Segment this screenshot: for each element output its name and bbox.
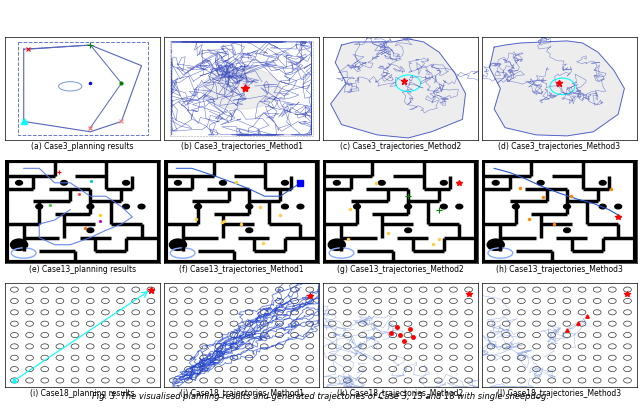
Text: Fig. 3: The visualised planning results and generated trajectories of Case 3, 13: Fig. 3: The visualised planning results …: [92, 392, 548, 401]
Circle shape: [282, 204, 289, 209]
Circle shape: [440, 181, 447, 185]
Circle shape: [333, 181, 340, 185]
Circle shape: [513, 204, 519, 209]
Circle shape: [564, 228, 570, 232]
Circle shape: [123, 181, 129, 185]
Circle shape: [87, 204, 94, 209]
Text: (d) Case3_trajectories_Method3: (d) Case3_trajectories_Method3: [498, 142, 620, 151]
Text: (g) Case13_trajectories_Method2: (g) Case13_trajectories_Method2: [337, 265, 464, 275]
Circle shape: [15, 181, 22, 185]
Circle shape: [297, 204, 304, 209]
Polygon shape: [490, 41, 625, 136]
Circle shape: [138, 204, 145, 209]
Circle shape: [492, 181, 499, 185]
Circle shape: [220, 181, 227, 185]
Text: (f) Case13_trajectories_Method1: (f) Case13_trajectories_Method1: [179, 265, 304, 275]
Text: (h) Case13_trajectories_Method3: (h) Case13_trajectories_Method3: [496, 265, 623, 275]
Circle shape: [456, 204, 463, 209]
Circle shape: [353, 204, 360, 209]
Circle shape: [246, 228, 253, 232]
Circle shape: [378, 181, 385, 185]
Circle shape: [195, 204, 202, 209]
Circle shape: [282, 181, 289, 185]
Circle shape: [404, 228, 412, 232]
Circle shape: [615, 204, 621, 209]
Circle shape: [246, 204, 253, 209]
Circle shape: [599, 181, 606, 185]
Circle shape: [61, 181, 67, 185]
Circle shape: [599, 204, 606, 209]
Text: (b) Case3_trajectories_Method1: (b) Case3_trajectories_Method1: [180, 142, 303, 151]
Circle shape: [564, 204, 570, 209]
Circle shape: [170, 239, 186, 250]
Text: (a) Case3_planning results: (a) Case3_planning results: [31, 142, 134, 151]
Circle shape: [10, 239, 28, 250]
Circle shape: [537, 181, 544, 185]
Text: (l) Case18_trajectories_Method3: (l) Case18_trajectories_Method3: [497, 389, 621, 398]
Circle shape: [123, 204, 129, 209]
Polygon shape: [203, 68, 280, 109]
Text: (i) Case18_planning results: (i) Case18_planning results: [30, 389, 135, 398]
Circle shape: [36, 204, 43, 209]
Circle shape: [440, 204, 447, 209]
Circle shape: [328, 239, 346, 250]
Circle shape: [487, 239, 504, 250]
Text: (e) Case13_planning results: (e) Case13_planning results: [29, 265, 136, 275]
Circle shape: [87, 228, 94, 232]
Circle shape: [404, 204, 412, 209]
Text: (k) Case18_trajectories_Method2: (k) Case18_trajectories_Method2: [337, 389, 463, 398]
Text: (c) Case3_trajectories_Method2: (c) Case3_trajectories_Method2: [340, 142, 461, 151]
Circle shape: [175, 181, 181, 185]
Text: (j) Case18_trajectories_Method1: (j) Case18_trajectories_Method1: [179, 389, 303, 398]
Polygon shape: [331, 39, 465, 138]
